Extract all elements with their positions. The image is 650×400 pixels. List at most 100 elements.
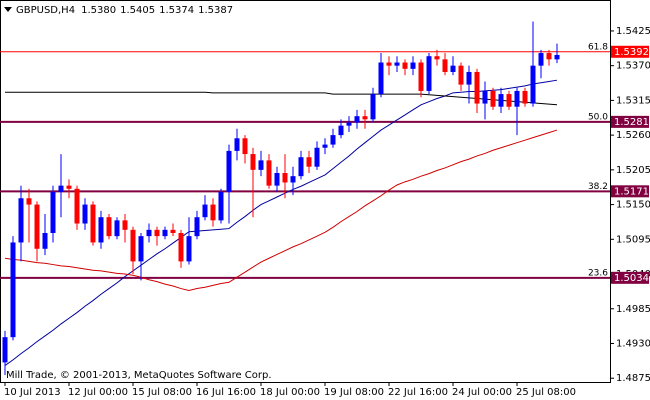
candle-body xyxy=(386,62,392,66)
candle-body xyxy=(370,94,376,120)
x-tick-label: 12 Jul 00:00 xyxy=(68,387,128,398)
candle-body xyxy=(314,147,320,167)
candle-body xyxy=(194,217,200,237)
symbol: GBPUSD,H4 xyxy=(16,5,75,16)
candle-body xyxy=(66,185,72,189)
candle-body xyxy=(34,204,40,249)
candle-body xyxy=(74,188,80,224)
x-tick-label: 10 Jul 2013 xyxy=(4,387,61,398)
candle-body xyxy=(170,229,176,233)
candle-body xyxy=(242,138,248,155)
moving-average xyxy=(4,79,558,366)
x-tick-label: 19 Jul 08:00 xyxy=(324,387,384,398)
candle-body xyxy=(346,122,352,126)
y-tick-label: 1.4875 xyxy=(616,373,650,384)
menu-triangle[interactable] xyxy=(4,7,12,12)
candle-body xyxy=(146,229,152,237)
candle-body xyxy=(450,65,456,72)
candle-body xyxy=(26,198,32,205)
candle-body xyxy=(458,65,464,85)
candle-body xyxy=(258,160,264,170)
candle-body xyxy=(546,53,552,60)
candle-body xyxy=(90,204,96,243)
candle-body xyxy=(490,90,496,107)
header-value: 1.5387 xyxy=(198,5,233,16)
candle-body xyxy=(178,232,184,262)
y-tick-label: 1.5205 xyxy=(616,165,650,176)
price-box-label: 1.5171 xyxy=(614,186,649,197)
candle-body xyxy=(58,185,64,192)
footer: Mill Trade, © 2001-2013, MetaQuotes Soft… xyxy=(6,370,272,381)
candle-body xyxy=(426,56,432,91)
candle-body xyxy=(114,220,120,237)
candle-body xyxy=(266,160,272,186)
candle-body xyxy=(18,198,24,243)
candle-body xyxy=(42,232,48,249)
candle-body xyxy=(106,217,112,237)
candle-body xyxy=(82,204,88,224)
fib-label: 38.2 xyxy=(588,182,608,192)
candle-body xyxy=(538,53,544,66)
candle-body xyxy=(514,90,520,107)
candle-body xyxy=(410,62,416,69)
candle-body xyxy=(202,204,208,218)
candle-body xyxy=(362,116,368,120)
price-box xyxy=(611,115,649,128)
candle-body xyxy=(50,191,56,233)
header-value: 1.5405 xyxy=(120,5,155,16)
candle-body xyxy=(138,236,144,262)
header-value: 1.5374 xyxy=(159,5,194,16)
y-tick-label: 1.4985 xyxy=(616,304,650,315)
y-tick-label: 1.5260 xyxy=(616,130,650,141)
candle-body xyxy=(98,217,104,243)
moving-average xyxy=(5,91,558,106)
candle-body xyxy=(2,337,8,363)
fib-label: 61.8 xyxy=(588,42,608,52)
candle-body xyxy=(274,173,280,186)
candle-body xyxy=(378,62,384,95)
candle-body xyxy=(298,157,304,177)
candle-body xyxy=(466,71,472,85)
y-tick-label: 1.5095 xyxy=(616,234,650,245)
candle-body xyxy=(554,54,560,60)
fib-label: 50.0 xyxy=(588,112,608,122)
candle-body xyxy=(394,62,400,66)
price-box xyxy=(611,271,649,284)
x-tick-label: 25 Jul 08:00 xyxy=(516,387,576,398)
candle-body xyxy=(442,59,448,72)
candle-body xyxy=(162,229,168,237)
candle-body xyxy=(530,65,536,104)
price-box xyxy=(611,45,649,58)
candle-body xyxy=(474,71,480,104)
candle-body xyxy=(506,94,512,107)
candle-body xyxy=(498,94,504,107)
price-box-label: 1.5034 xyxy=(614,273,649,284)
candle-body xyxy=(122,220,128,230)
candle-body xyxy=(330,135,336,145)
moving-average xyxy=(4,129,558,291)
x-tick-label: 24 Jul 00:00 xyxy=(452,387,512,398)
y-tick-label: 1.5370 xyxy=(616,61,650,72)
x-tick-label: 22 Jul 16:00 xyxy=(388,387,448,398)
y-tick-label: 1.5425 xyxy=(616,26,650,37)
candle-body xyxy=(306,157,312,167)
candle-body xyxy=(322,144,328,148)
candle-body xyxy=(290,176,296,183)
candle-body xyxy=(10,242,16,338)
candle-body xyxy=(402,62,408,69)
candle-body xyxy=(418,62,424,91)
candle-body xyxy=(434,56,440,60)
candle-body xyxy=(354,116,360,123)
candle-body xyxy=(338,125,344,136)
candle-body xyxy=(154,229,160,237)
candle-body xyxy=(522,90,528,104)
candle-body xyxy=(282,173,288,183)
candle-body xyxy=(234,138,240,151)
candle-body xyxy=(226,150,232,192)
x-tick-label: 15 Jul 08:00 xyxy=(132,387,192,398)
x-tick-label: 16 Jul 16:00 xyxy=(196,387,256,398)
candle-body xyxy=(250,154,256,170)
y-tick-label: 1.5315 xyxy=(616,95,650,106)
x-tick-label: 18 Jul 00:00 xyxy=(260,387,320,398)
